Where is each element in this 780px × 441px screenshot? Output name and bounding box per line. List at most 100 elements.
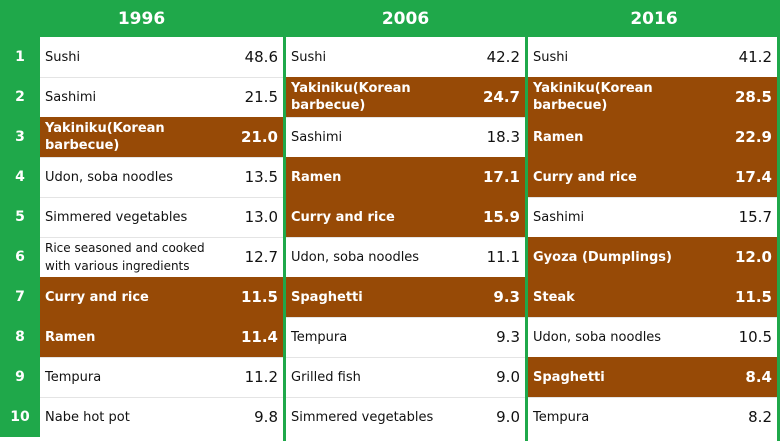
- table-row: Sushi 42.2: [286, 37, 525, 77]
- row-divider: [286, 117, 525, 118]
- dish-name: Nabe hot pot: [45, 409, 130, 425]
- row-divider: [286, 317, 525, 318]
- table-row: Steak 11.5: [528, 277, 777, 317]
- dish-name: Gyoza (Dumplings): [533, 249, 672, 265]
- rank-number: 8: [0, 317, 40, 357]
- dish-name: Sashimi: [533, 209, 585, 225]
- dish-value: 42.2: [486, 48, 520, 66]
- table-row: Curry and rice 15.9: [286, 197, 525, 237]
- dish-name: Curry and rice: [291, 209, 395, 225]
- table-row: Sushi 48.6: [40, 37, 283, 77]
- dish-value: 10.5: [738, 328, 772, 346]
- dish-value: 9.3: [493, 288, 520, 306]
- dish-value: 17.1: [482, 168, 520, 186]
- dish-value: 11.1: [486, 248, 520, 266]
- table-row: Tempura 9.3: [286, 317, 525, 357]
- dish-value: 22.9: [734, 128, 772, 146]
- dish-value: 15.9: [482, 208, 520, 226]
- row-divider: [40, 237, 283, 238]
- table-row: Tempura 11.2: [40, 357, 283, 397]
- table-row: Sushi 41.2: [528, 37, 777, 77]
- dish-name: Udon, soba noodles: [291, 249, 420, 265]
- dish-value: 9.0: [496, 368, 520, 386]
- rank-number: 10: [0, 397, 40, 437]
- rank-number: 5: [0, 197, 40, 237]
- dish-name: Grilled fish: [291, 369, 361, 385]
- dish-value: 8.4: [745, 368, 772, 386]
- dish-value: 12.7: [244, 248, 278, 266]
- dish-value: 48.6: [244, 48, 278, 66]
- rank-number: 3: [0, 117, 40, 157]
- row-divider: [40, 157, 283, 158]
- dish-value: 18.3: [486, 128, 520, 146]
- row-divider: [528, 397, 777, 398]
- dish-name: Yakiniku(Korean barbecue): [45, 121, 165, 153]
- table-row: Simmered vegetables 13.0: [40, 197, 283, 237]
- table-row: Grilled fish 9.0: [286, 357, 525, 397]
- dish-value: 21.5: [244, 88, 278, 106]
- table-row: Gyoza (Dumplings) 12.0: [528, 237, 777, 277]
- dish-name: Sushi: [45, 49, 81, 65]
- dish-name: Curry and rice: [45, 289, 149, 305]
- column-divider: [777, 0, 780, 441]
- dish-value: 11.4: [240, 328, 278, 346]
- table-row: Sashimi 18.3: [286, 117, 525, 157]
- table-row: Yakiniku(Korean barbecue) 21.0: [40, 117, 283, 157]
- column-divider: [283, 0, 286, 441]
- dish-value: 13.0: [244, 208, 278, 226]
- table-row: Tempura 8.2: [528, 397, 777, 437]
- dish-value: 9.0: [496, 408, 520, 426]
- row-divider: [40, 357, 283, 358]
- dish-value: 11.2: [244, 368, 278, 386]
- table-row: Ramen 22.9: [528, 117, 777, 157]
- dish-name: Udon, soba noodles: [533, 329, 662, 345]
- dish-name: Ramen: [533, 129, 584, 145]
- dish-value: 41.2: [738, 48, 772, 66]
- rank-number: 6: [0, 237, 40, 277]
- dish-name: Tempura: [533, 409, 590, 425]
- table-row: Ramen 11.4: [40, 317, 283, 357]
- row-divider: [40, 77, 283, 78]
- dish-name: Steak: [533, 289, 575, 305]
- dish-name: Yakiniku(Korean barbecue): [291, 81, 411, 113]
- row-divider: [40, 397, 283, 398]
- table-row: Udon, soba noodles 13.5: [40, 157, 283, 197]
- dish-name: Rice seasoned and cooked with various in…: [45, 241, 205, 273]
- row-divider: [286, 357, 525, 358]
- table-row: Yakiniku(Korean barbecue) 28.5: [528, 77, 777, 117]
- dish-value: 11.5: [734, 288, 772, 306]
- dish-name: Tempura: [291, 329, 348, 345]
- dish-name: Simmered vegetables: [291, 409, 434, 425]
- dish-name: Udon, soba noodles: [45, 169, 174, 185]
- table-row: Simmered vegetables 9.0: [286, 397, 525, 437]
- dish-value: 12.0: [734, 248, 772, 266]
- dish-name: Sushi: [291, 49, 327, 65]
- dish-name: Sashimi: [45, 89, 97, 105]
- table-row: Rice seasoned and cooked with various in…: [40, 237, 283, 277]
- dish-name: Tempura: [45, 369, 102, 385]
- row-divider: [286, 237, 525, 238]
- rank-number: 7: [0, 277, 40, 317]
- dish-name: Ramen: [45, 329, 96, 345]
- dish-value: 8.2: [748, 408, 772, 426]
- dish-name: Curry and rice: [533, 169, 637, 185]
- dish-name: Ramen: [291, 169, 342, 185]
- dish-value: 17.4: [734, 168, 772, 186]
- rank-number: 4: [0, 157, 40, 197]
- dish-name: Sashimi: [291, 129, 343, 145]
- dish-name: Sushi: [533, 49, 569, 65]
- dish-name: Spaghetti: [291, 289, 363, 305]
- dish-value: 13.5: [244, 168, 278, 186]
- dish-name: Simmered vegetables: [45, 209, 188, 225]
- year-header-2016: 2016: [528, 0, 780, 37]
- table-row: Curry and rice 17.4: [528, 157, 777, 197]
- table-row: Curry and rice 11.5: [40, 277, 283, 317]
- row-divider: [40, 197, 283, 198]
- year-header-1996: 1996: [0, 0, 283, 37]
- table-row: Spaghetti 9.3: [286, 277, 525, 317]
- table-row: Sashimi 21.5: [40, 77, 283, 117]
- table-row: Udon, soba noodles 10.5: [528, 317, 777, 357]
- row-divider: [286, 397, 525, 398]
- year-header-2006: 2006: [286, 0, 525, 37]
